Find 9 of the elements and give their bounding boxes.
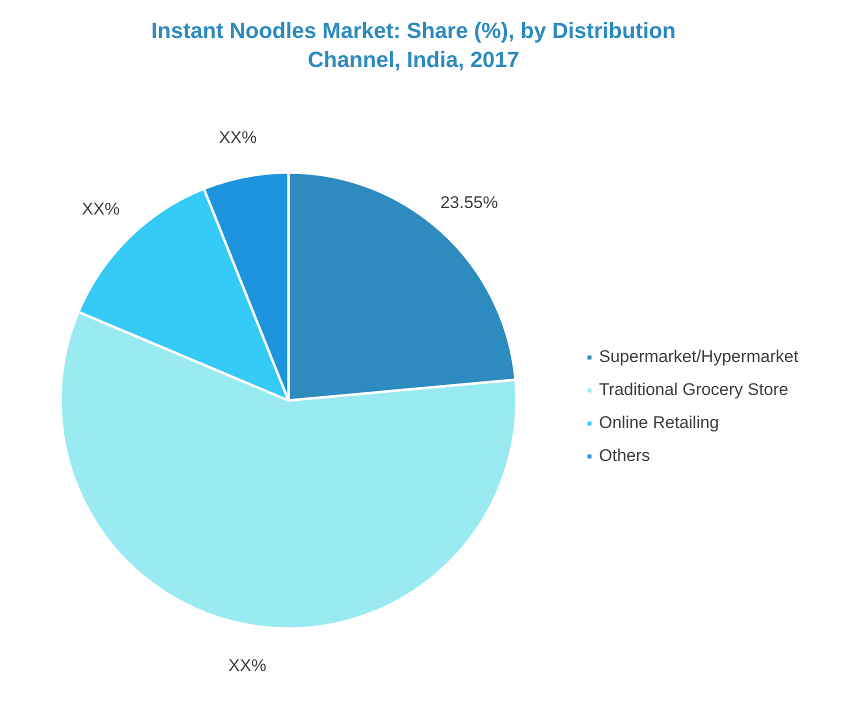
data-label: XX% <box>82 200 120 219</box>
data-label: XX% <box>228 656 266 675</box>
chart-title: Instant Noodles Market: Share (%), by Distribution Channel, India, 2017 <box>151 18 676 72</box>
legend-label: Others <box>599 446 650 466</box>
data-label: XX% <box>218 128 257 147</box>
legend-label: Supermarket/Hypermarket <box>599 347 798 367</box>
data-label: 23.55% <box>440 193 498 212</box>
legend-label: Online Retailing <box>599 413 720 433</box>
legend-label: Traditional Grocery Store <box>599 380 788 400</box>
